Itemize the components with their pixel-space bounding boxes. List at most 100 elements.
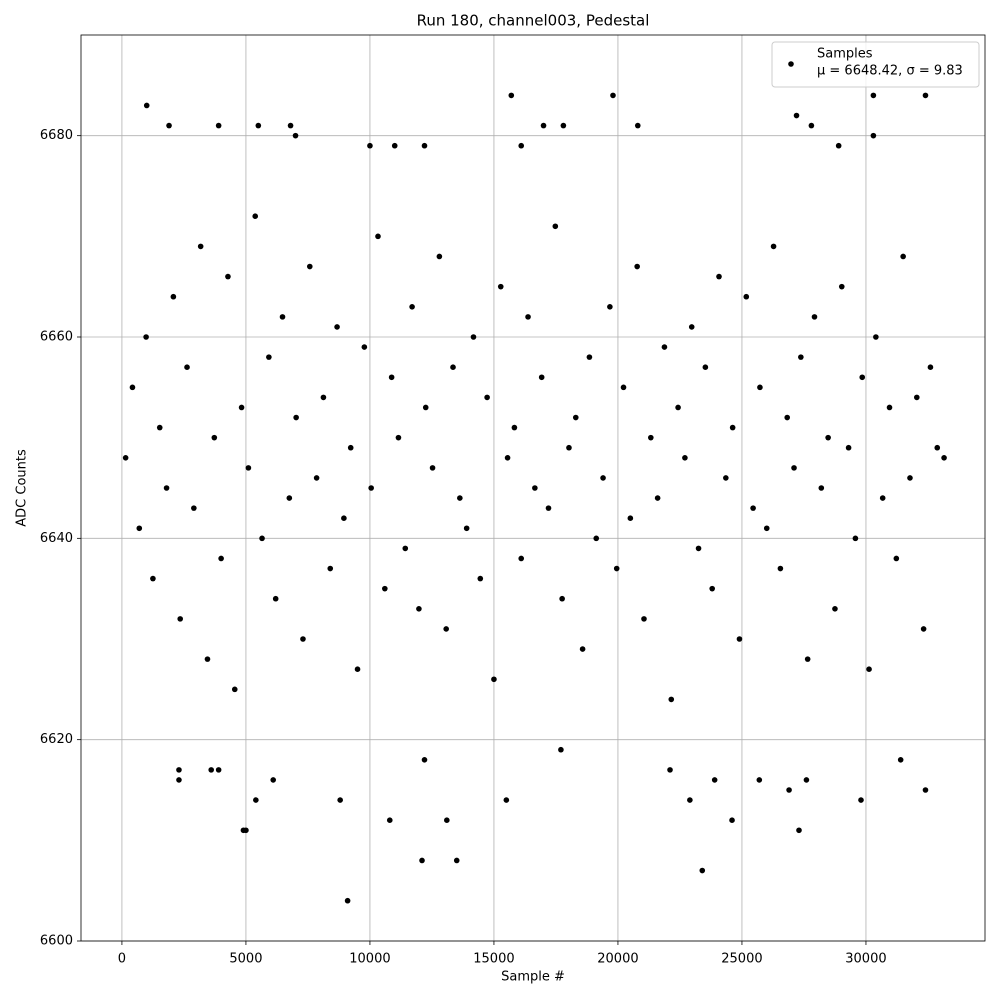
point: [306, 263, 313, 270]
point: [927, 364, 934, 371]
point: [504, 455, 511, 461]
point: [150, 575, 156, 582]
legend-marker: [788, 61, 794, 67]
point: [743, 293, 750, 300]
point: [586, 354, 593, 360]
point: [375, 233, 381, 240]
point: [300, 636, 306, 642]
point: [702, 364, 709, 371]
x-tick-label: 10000: [349, 952, 390, 967]
point: [770, 243, 777, 250]
point: [457, 495, 463, 501]
x-tick-label: 25000: [721, 952, 762, 967]
point: [560, 122, 567, 129]
point: [532, 485, 538, 491]
point: [444, 817, 450, 823]
point: [347, 444, 354, 451]
point: [272, 595, 279, 602]
point: [559, 595, 565, 602]
point: [558, 746, 564, 753]
point: [270, 777, 277, 783]
point: [838, 283, 845, 290]
point: [497, 283, 504, 290]
point: [368, 485, 374, 491]
point: [367, 142, 373, 149]
point: [402, 545, 409, 552]
point: [607, 304, 613, 310]
point: [667, 767, 673, 773]
point: [518, 555, 525, 562]
point: [238, 404, 245, 411]
point: [711, 777, 718, 783]
point: [661, 344, 668, 350]
point: [784, 414, 791, 421]
point: [545, 505, 552, 511]
point: [436, 253, 443, 260]
point: [136, 525, 143, 532]
point: [682, 455, 688, 461]
point: [361, 344, 368, 350]
point: [695, 545, 702, 552]
point: [907, 475, 913, 481]
point: [688, 324, 695, 330]
legend-note: μ = 6648.42, σ = 9.83: [817, 64, 963, 79]
point: [450, 364, 456, 371]
point: [422, 404, 429, 411]
point: [337, 797, 343, 803]
point: [156, 424, 163, 431]
point: [215, 122, 222, 129]
point: [470, 334, 477, 340]
point: [566, 444, 572, 451]
point: [477, 575, 484, 582]
point: [259, 535, 265, 542]
point: [763, 525, 770, 532]
point: [870, 132, 877, 139]
point: [225, 273, 231, 280]
point: [421, 757, 428, 763]
point: [176, 777, 182, 783]
plot-frame: [80, 34, 986, 942]
point: [873, 334, 879, 340]
point: [716, 273, 722, 280]
y-tick-label: 6680: [40, 128, 73, 143]
point: [252, 213, 259, 219]
point: [808, 122, 815, 129]
point: [811, 314, 818, 320]
point: [886, 404, 893, 411]
point: [382, 585, 388, 592]
point: [391, 142, 398, 149]
point: [245, 465, 252, 471]
chart-title: Run 180, channel003, Pedestal: [417, 12, 650, 30]
point: [344, 897, 351, 904]
point: [463, 525, 470, 532]
point: [634, 122, 641, 129]
point: [791, 465, 797, 471]
point: [386, 817, 393, 823]
point: [320, 394, 327, 401]
point: [253, 797, 259, 803]
point: [922, 92, 929, 99]
point: [176, 767, 182, 773]
point: [208, 767, 215, 773]
point: [687, 797, 693, 803]
point: [484, 394, 490, 401]
point: [429, 465, 436, 471]
point: [511, 424, 518, 431]
point: [170, 293, 177, 300]
point: [395, 434, 402, 441]
legend-label: Samples: [817, 47, 873, 62]
point: [893, 555, 900, 562]
x-tick-label: 20000: [597, 952, 638, 967]
point: [143, 102, 150, 109]
point: [699, 867, 706, 874]
point: [334, 324, 340, 330]
point: [354, 666, 361, 672]
point: [177, 616, 184, 622]
point: [859, 374, 866, 381]
point: [852, 535, 859, 542]
point: [900, 253, 906, 260]
point: [503, 797, 510, 803]
point: [845, 444, 852, 451]
point: [266, 354, 272, 360]
